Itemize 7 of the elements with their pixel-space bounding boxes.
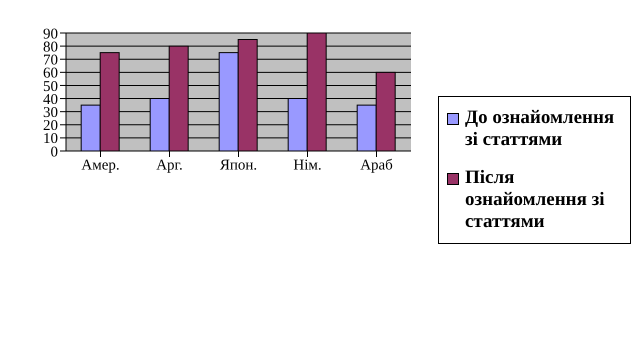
x-tick-label: Арг. [156, 158, 183, 174]
x-tick-label: Нім. [293, 158, 322, 174]
legend-label: Після ознайомлення зі статтями [465, 167, 606, 233]
x-tick-label: Араб [360, 158, 394, 174]
legend-label: До ознайомлення зі статтями [465, 107, 616, 151]
x-tick-label: Амер. [81, 158, 120, 174]
x-tick-label: Япон. [220, 158, 258, 174]
